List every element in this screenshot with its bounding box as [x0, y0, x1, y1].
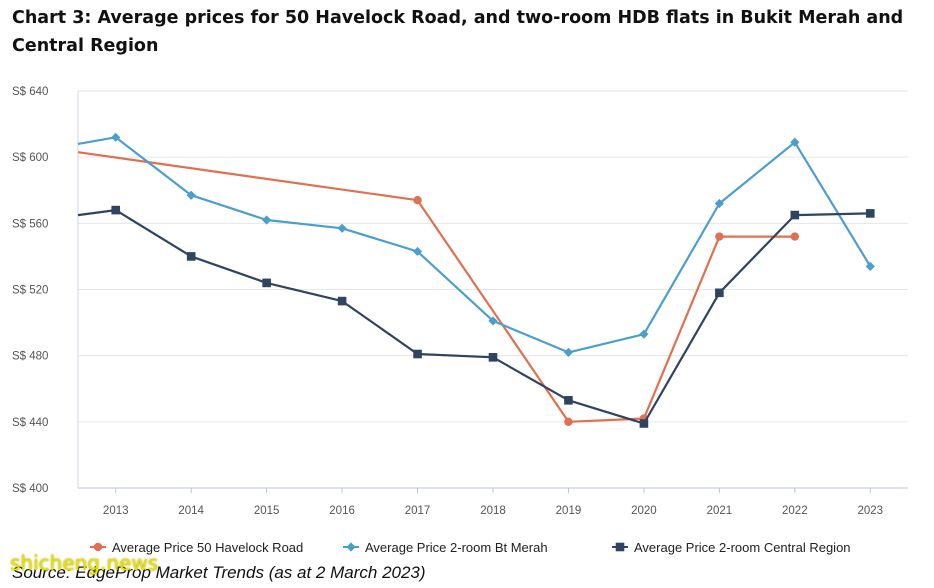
data-point — [865, 261, 875, 271]
x-tick-label: 2022 — [782, 505, 808, 517]
data-point — [790, 210, 800, 220]
watermark: shicheng.news — [10, 551, 159, 575]
legend-marker — [615, 542, 625, 552]
series-line — [77, 136, 872, 354]
y-tick-label: S$ 400 — [12, 483, 48, 495]
series-3 — [77, 205, 875, 428]
data-point — [186, 252, 196, 261]
x-tick-label: 2016 — [329, 505, 355, 517]
chart-title: Chart 3: Average prices for 50 Havelock … — [12, 8, 904, 56]
data-point — [186, 190, 196, 200]
data-point — [715, 232, 724, 241]
data-point — [564, 396, 573, 405]
legend-marker — [93, 542, 103, 552]
x-tick-label: 2021 — [707, 505, 733, 517]
series-2 — [77, 132, 875, 357]
data-point — [412, 246, 423, 257]
data-point — [337, 223, 347, 233]
legend-item-3[interactable]: Average Price 2-room Central Region — [612, 540, 851, 555]
legend-item-1[interactable]: Average Price 50 Havelock Road — [90, 540, 303, 555]
legend[interactable]: Average Price 50 Havelock Road Average Pr… — [90, 540, 851, 555]
line-chart: S$ 400 S$ 440 S$ 480 S$ 520 S$ 560 S$ 600 S$ 6… — [12, 86, 908, 555]
series-layer — [77, 132, 875, 428]
y-tick-label: S$ 440 — [12, 417, 48, 429]
legend-label: Average Price 2-room Central Region — [634, 540, 851, 555]
x-tick-label: 2015 — [254, 505, 280, 517]
legend-marker — [346, 542, 356, 552]
axes: S$ 400 S$ 440 S$ 480 S$ 520 S$ 560 S$ 600 S$ 6… — [12, 86, 908, 517]
legend-label: Average Price 2-room Bt Merah — [365, 540, 548, 555]
x-tick-label: 2020 — [631, 505, 657, 517]
data-point — [715, 288, 724, 298]
data-point — [564, 417, 573, 427]
data-point — [790, 232, 800, 241]
data-point — [563, 347, 574, 357]
series-line — [77, 209, 871, 425]
data-point — [413, 349, 422, 359]
grid — [78, 90, 908, 423]
data-point — [111, 205, 121, 215]
data-point — [639, 329, 649, 339]
legend-label: Average Price 50 Havelock Road — [112, 540, 303, 555]
y-tick-label: S$ 640 — [12, 86, 48, 98]
y-tick-label: S$ 560 — [12, 218, 48, 230]
data-point — [262, 278, 271, 288]
y-tick-label: S$ 520 — [12, 285, 48, 297]
x-tick-label: 2019 — [556, 505, 582, 517]
data-point — [111, 132, 121, 142]
data-point — [337, 296, 347, 306]
x-tick-label: 2018 — [480, 505, 506, 517]
data-point — [865, 209, 875, 218]
series-line — [77, 151, 795, 423]
x-tick-label: 2013 — [103, 505, 129, 517]
data-point — [413, 195, 422, 205]
x-tick-label: 2014 — [178, 505, 204, 517]
y-tick-label: S$ 600 — [12, 152, 48, 164]
x-tick-label: 2023 — [857, 505, 883, 517]
y-tick-label: S$ 480 — [12, 351, 48, 363]
data-point — [790, 137, 800, 147]
data-point — [639, 419, 649, 428]
data-point — [262, 215, 272, 225]
source-note: Source: EdgeProp Market Trends (as at 2 … — [12, 563, 426, 582]
legend-item-2[interactable]: Average Price 2-room Bt Merah — [343, 540, 548, 555]
x-tick-label: 2017 — [405, 505, 431, 517]
data-point — [714, 198, 724, 209]
data-point — [488, 353, 498, 362]
